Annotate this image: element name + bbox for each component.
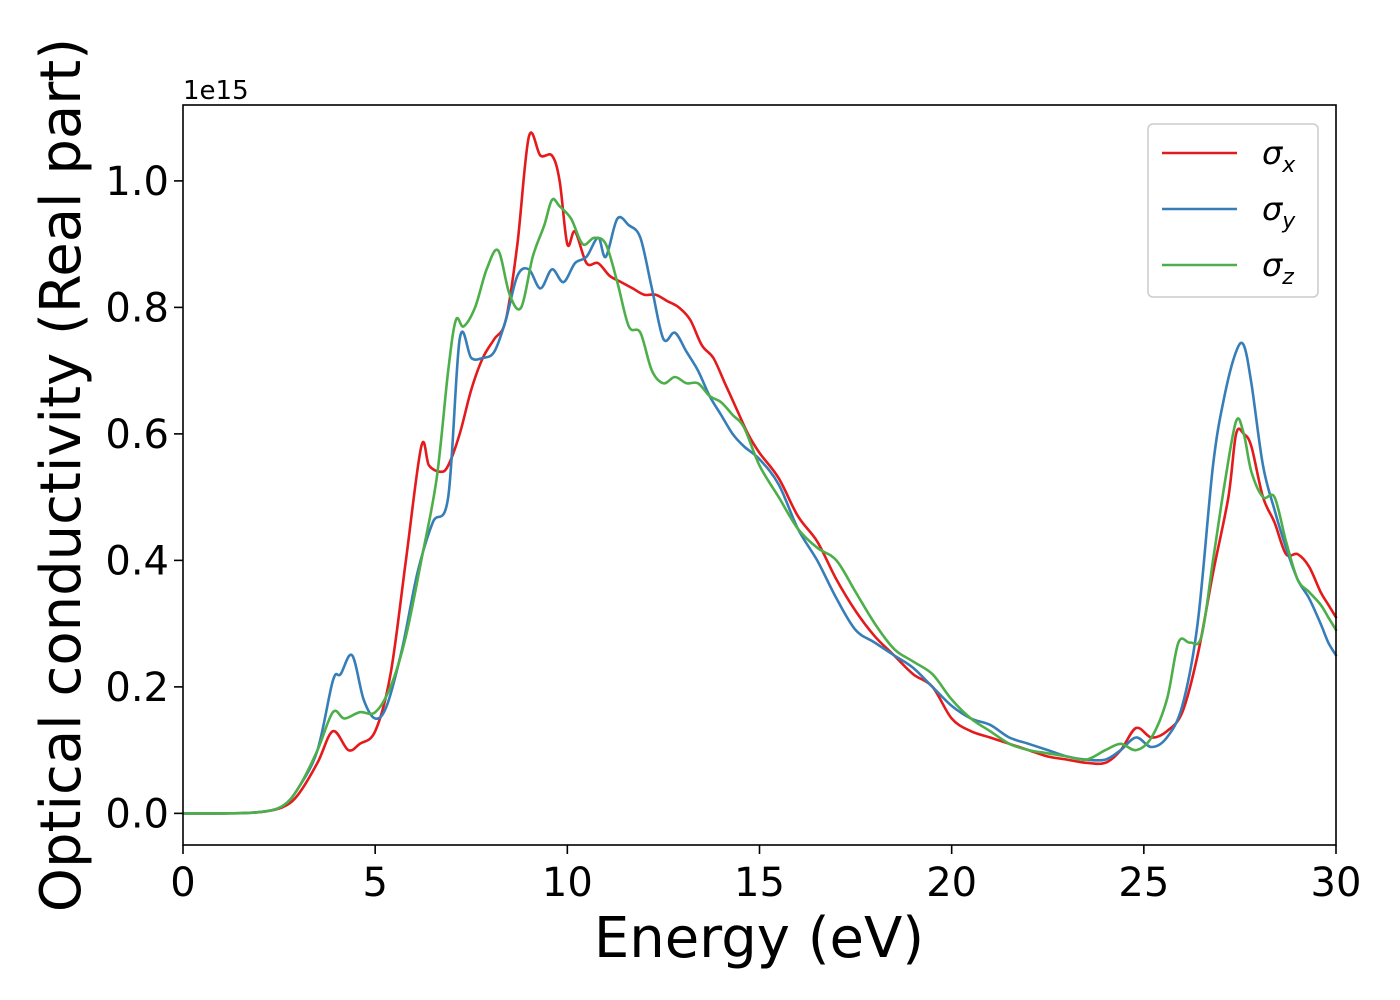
legend-label-subscript: z (1281, 265, 1294, 290)
series-layer (181, 131, 1338, 815)
legend-label-subscript: y (1281, 209, 1296, 234)
x-tick-label: 10 (542, 860, 593, 906)
y-tick-label: 1.0 (105, 159, 169, 205)
y-tick-label: 0.8 (105, 285, 169, 331)
legend-label-sigma-x: σx (1262, 134, 1296, 178)
series-line-sigma-z (181, 197, 1338, 815)
legend-label-sigma-y: σy (1262, 190, 1296, 234)
y-tick-label: 0.6 (105, 412, 169, 458)
legend-label-symbol: σ (1262, 190, 1284, 228)
x-tick-label: 30 (1311, 860, 1362, 906)
legend-label-subscript: x (1281, 153, 1296, 178)
x-tick-label: 0 (170, 860, 195, 906)
legend-label-sigma-z: σz (1262, 246, 1294, 290)
x-axis-ticks: 0 5 10 15 20 25 30 (170, 845, 1361, 906)
y-axis-ticks: 0.0 0.2 0.4 0.6 0.8 1.0 (105, 159, 183, 837)
y-tick-label: 0.2 (105, 665, 169, 711)
x-tick-label: 25 (1118, 860, 1169, 906)
x-tick-label: 15 (734, 860, 785, 906)
y-axis-title: Optical conductivity (Real part) (29, 38, 94, 912)
y-tick-label: 0.4 (105, 538, 169, 584)
legend-label-symbol: σ (1262, 246, 1284, 284)
y-tick-label: 0.0 (105, 791, 169, 837)
x-axis-title: Energy (eV) (594, 906, 924, 971)
legend-box (1147, 123, 1319, 298)
y-offset-label: 1e15 (183, 76, 249, 106)
legend-label-symbol: σ (1262, 134, 1284, 172)
plot-background (183, 105, 1336, 845)
series-line-sigma-x (181, 131, 1338, 815)
x-tick-label: 20 (926, 860, 977, 906)
x-tick-label: 5 (362, 860, 387, 906)
